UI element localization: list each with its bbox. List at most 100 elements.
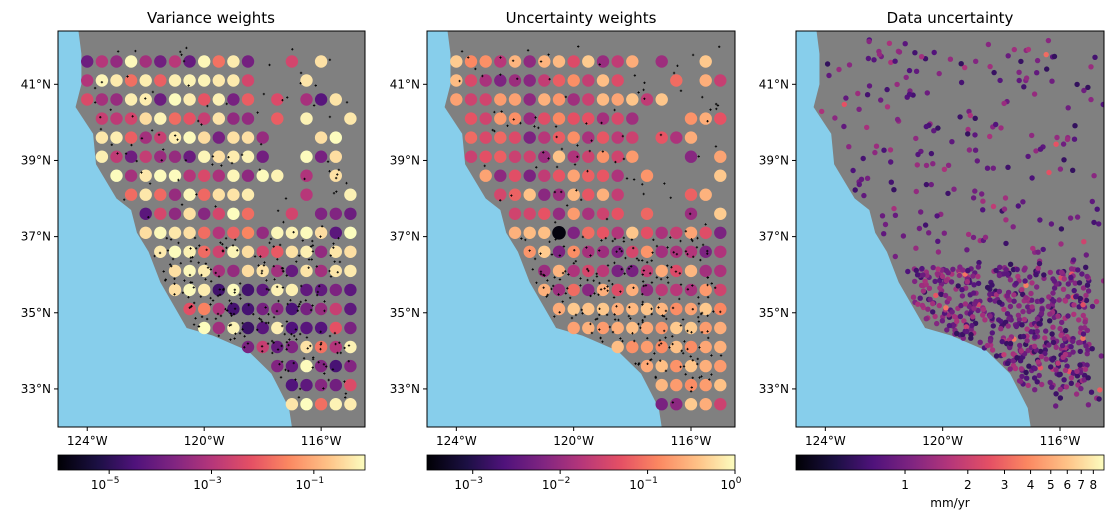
data-point [1020, 199, 1026, 205]
station-marker [190, 304, 193, 308]
station-marker [682, 365, 686, 368]
station-marker [257, 264, 260, 267]
data-point [957, 313, 964, 320]
station-marker [652, 238, 655, 242]
station-marker [297, 396, 301, 399]
station-marker [173, 134, 177, 137]
station-marker [681, 318, 685, 321]
station-marker [666, 246, 669, 249]
station-marker [291, 48, 294, 51]
data-point [538, 169, 551, 182]
data-point [183, 112, 196, 125]
station-marker [539, 60, 543, 63]
station-marker [620, 267, 623, 271]
data-point [1047, 379, 1053, 386]
data-point [1019, 287, 1025, 293]
station-marker [168, 263, 172, 266]
data-point [1003, 217, 1009, 223]
data-point [567, 321, 580, 335]
station-marker [338, 260, 342, 264]
data-point [894, 81, 900, 88]
data-point [1001, 206, 1008, 212]
data-point [1023, 282, 1029, 288]
data-point [227, 226, 240, 239]
data-point [227, 283, 240, 297]
data-point [954, 330, 960, 337]
y-tick-label: 39°N [390, 153, 420, 167]
data-point [1026, 363, 1032, 369]
station-marker [586, 278, 589, 282]
station-marker [311, 244, 315, 247]
data-point [989, 330, 995, 336]
station-marker [124, 152, 128, 155]
station-marker [343, 380, 346, 383]
data-point [684, 398, 698, 411]
data-point [939, 318, 946, 324]
station-marker [234, 238, 237, 241]
data-point [1058, 269, 1065, 275]
station-marker [554, 125, 558, 128]
data-point [154, 74, 167, 87]
data-point [1049, 357, 1056, 363]
station-marker [230, 314, 233, 317]
data-point [1077, 295, 1084, 302]
station-marker [309, 245, 313, 248]
data-point [1096, 221, 1102, 227]
data-point [110, 150, 123, 163]
y-tick-label: 41°N [21, 77, 51, 91]
station-marker [265, 287, 269, 291]
data-point [95, 74, 109, 87]
data-point [990, 203, 997, 210]
data-point [1080, 331, 1087, 337]
station-marker [565, 204, 569, 207]
data-point [1033, 148, 1039, 154]
data-point [168, 131, 182, 144]
station-marker [458, 79, 461, 83]
station-marker [686, 288, 690, 291]
data-point [552, 93, 566, 106]
station-marker [296, 309, 300, 312]
data-point [1061, 157, 1067, 163]
data-point [1017, 358, 1024, 364]
data-point [864, 124, 870, 131]
data-point [931, 49, 937, 56]
station-marker [276, 258, 279, 261]
station-marker [329, 254, 332, 257]
station-marker [293, 334, 296, 338]
station-marker [285, 340, 289, 344]
station-marker [173, 293, 176, 296]
y-axis: 41°N39°N37°N35°N33°N [21, 77, 58, 396]
data-point [314, 359, 328, 373]
data-point [1070, 167, 1076, 173]
station-marker [679, 283, 683, 286]
station-marker [200, 315, 204, 319]
station-marker [592, 279, 595, 282]
data-point [1072, 123, 1078, 129]
data-point [1007, 261, 1014, 267]
data-point [1094, 206, 1100, 212]
data-point [95, 55, 109, 68]
data-point [1088, 389, 1095, 395]
station-marker [714, 102, 718, 106]
data-point [1058, 332, 1064, 338]
station-marker [276, 209, 280, 212]
data-point [1058, 241, 1064, 247]
station-marker [611, 239, 614, 243]
station-marker [338, 341, 341, 344]
station-marker [589, 254, 592, 257]
data-point [1025, 46, 1032, 53]
data-point [971, 305, 977, 311]
data-point [987, 338, 994, 344]
data-point [464, 150, 478, 163]
station-marker [189, 247, 192, 250]
station-marker [654, 375, 657, 379]
data-point [582, 169, 595, 182]
station-marker [153, 254, 156, 258]
data-point [967, 112, 973, 119]
station-marker [460, 50, 464, 53]
data-point [198, 245, 211, 258]
data-point [344, 378, 357, 392]
data-point [922, 278, 928, 284]
station-marker [708, 378, 711, 381]
data-point [626, 55, 639, 68]
